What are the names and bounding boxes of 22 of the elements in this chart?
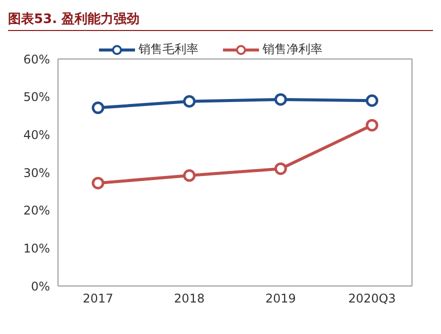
point [366,94,378,107]
point [92,176,104,190]
point [274,93,287,106]
point [274,162,287,175]
y-tick-label: 60% [23,52,50,66]
x-tick-label: 2020Q3 [348,292,396,306]
y-tick-label: 30% [23,166,50,180]
y-tick-label: 20% [23,204,50,218]
x-tick-label: 2019 [265,292,296,306]
legend-label: 销售毛利率 [138,41,198,58]
chart-title: 图表53. 盈利能力强劲 [8,8,433,31]
point [183,169,196,182]
y-tick-label: 50% [23,90,50,104]
point [366,118,378,132]
y-tick-label: 40% [23,128,50,142]
x-tick-label: 2018 [174,292,205,306]
y-tick-label: 0% [30,279,50,294]
point [183,95,196,108]
legend-label: 销售净利率 [262,41,322,58]
x-tick-label: 2017 [82,292,114,306]
point [92,102,104,114]
y-tick-label: 10% [23,241,50,256]
